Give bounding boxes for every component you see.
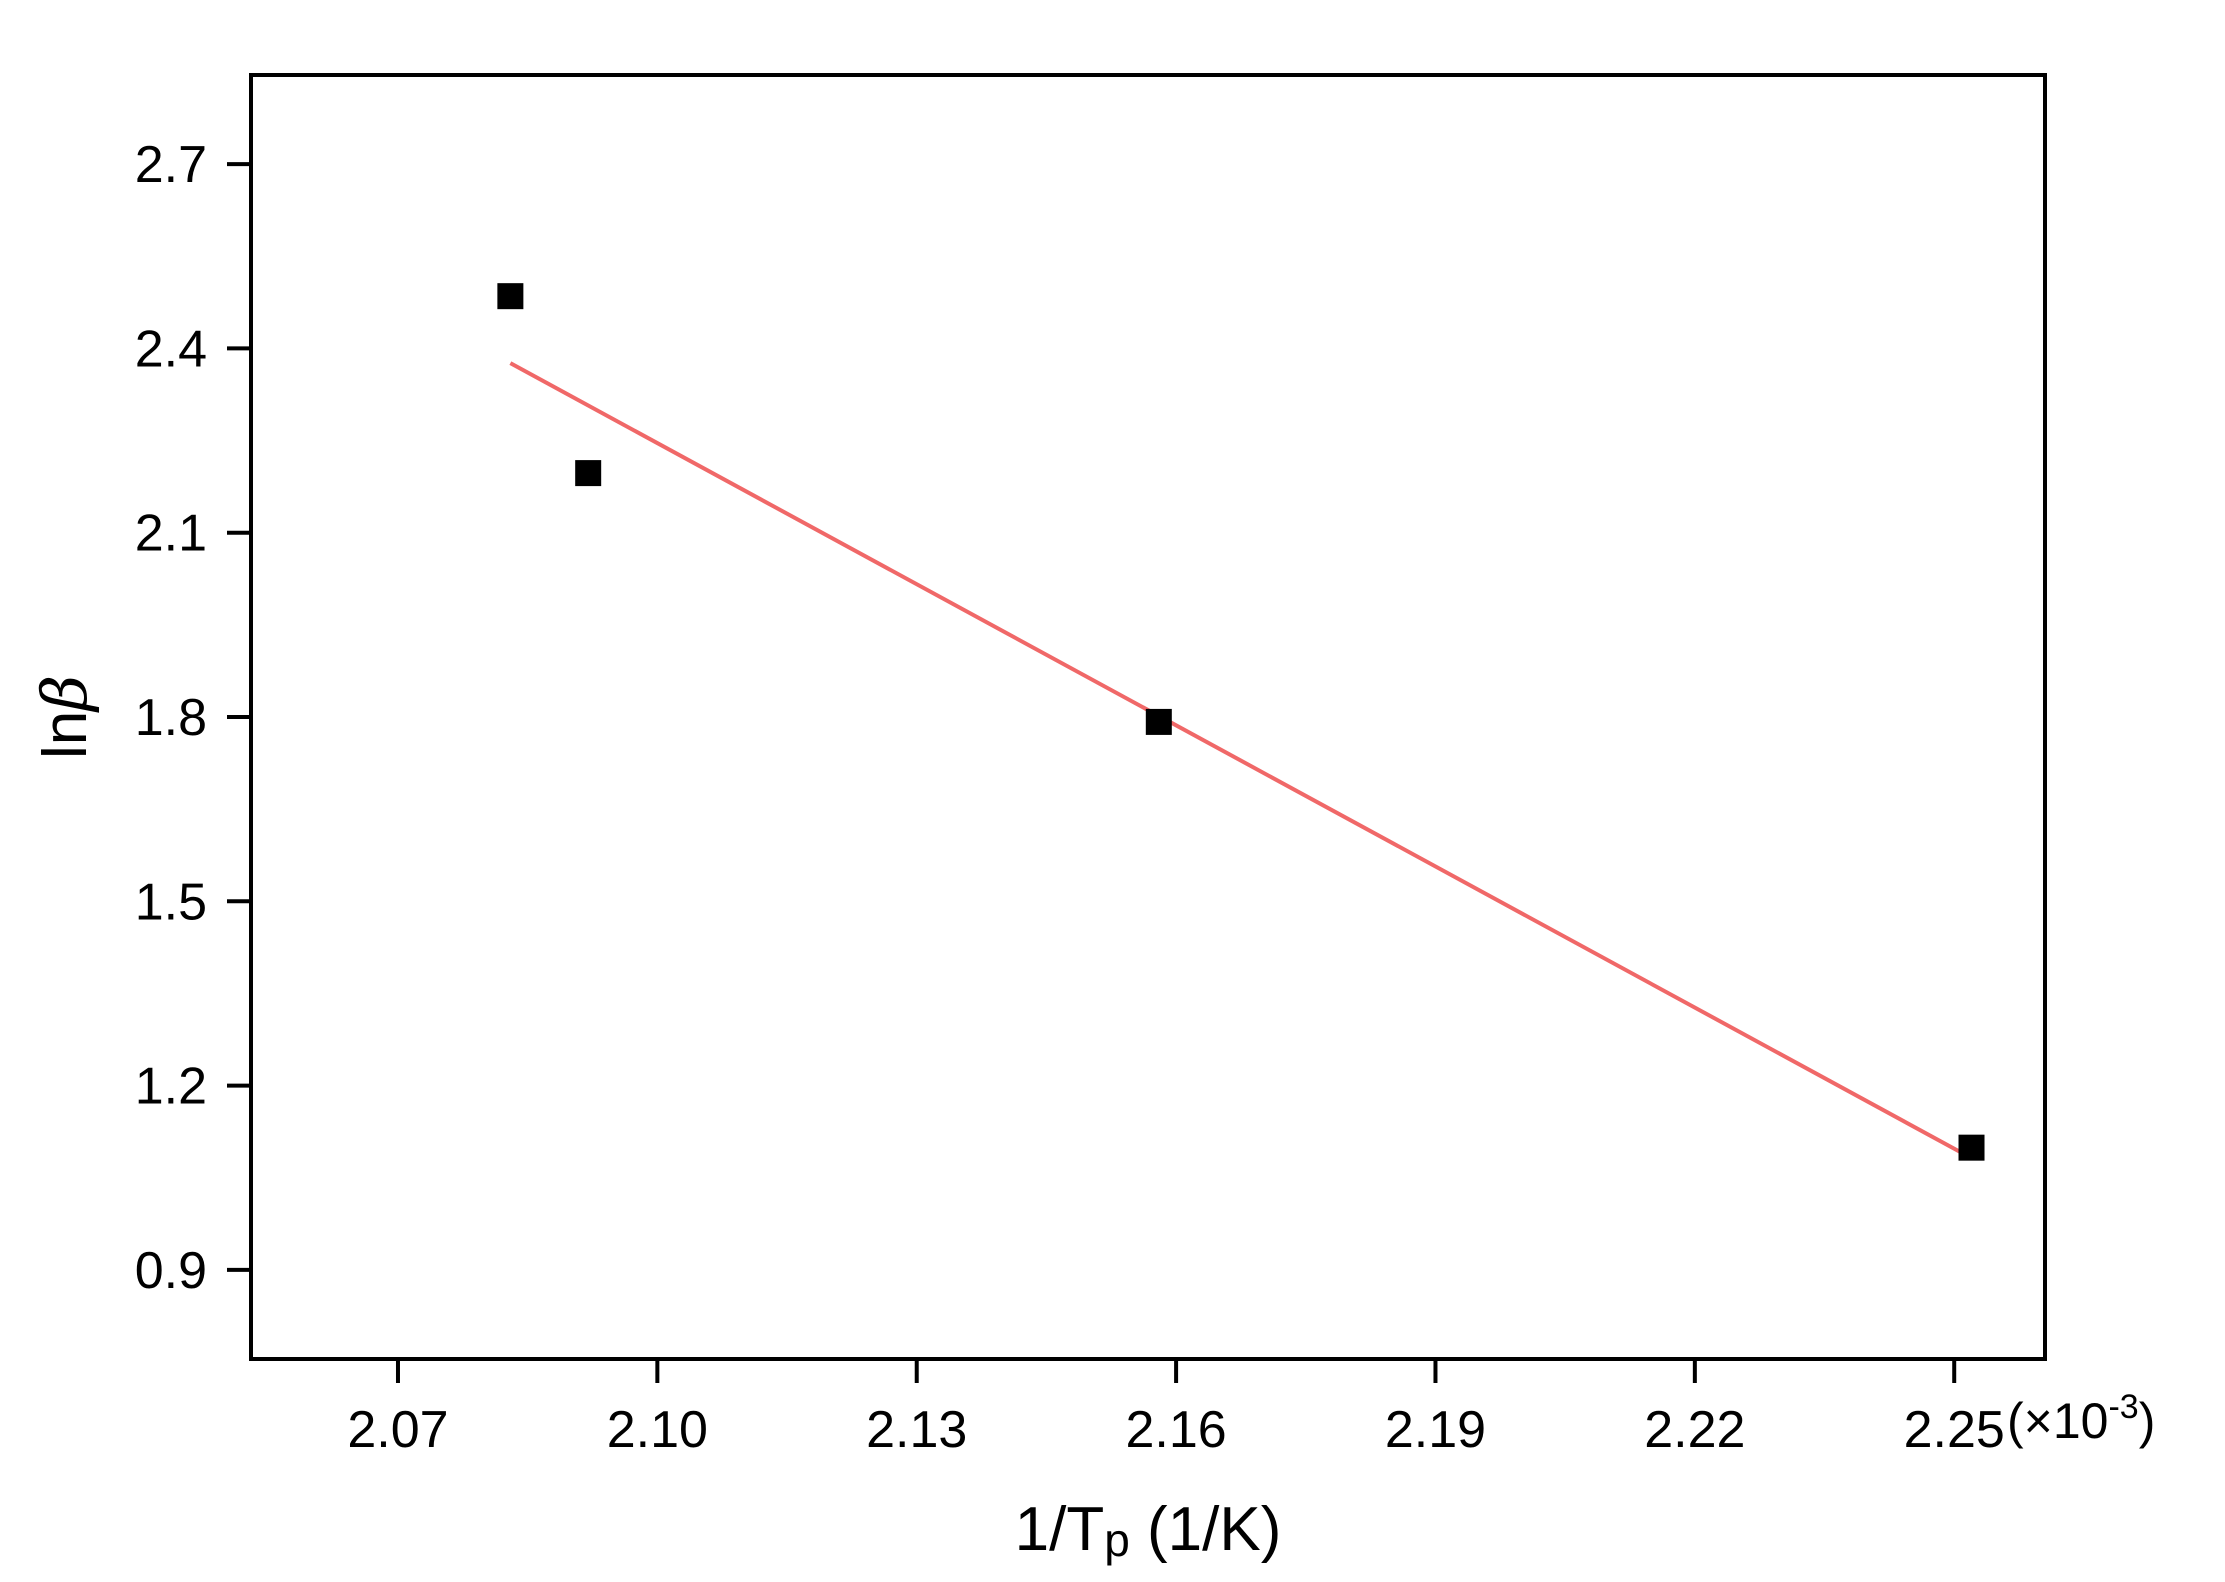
data-point (1958, 1134, 1985, 1161)
x-axis-multiplier: (×10-3) (2007, 1388, 2155, 1449)
x-axis-ticks: 2.07 2.10 2.13 2.16 2.19 2.22 2.25 (347, 1359, 2005, 1459)
y-tick-label: 2.7 (135, 136, 207, 194)
y-tick-label: 1.5 (135, 873, 207, 931)
x-tick-label: 2.19 (1385, 1401, 1486, 1459)
y-tick-label: 1.2 (135, 1058, 207, 1116)
fit-line-layer (509, 361, 1973, 1160)
x-tick-label: 2.10 (607, 1401, 708, 1459)
data-points (497, 283, 1985, 1161)
data-point (497, 283, 524, 310)
x-tick-label: 2.25 (1904, 1401, 2005, 1459)
y-axis-title: lnβ (28, 675, 101, 759)
x-tick-label: 2.07 (347, 1401, 448, 1459)
fit-line (509, 361, 1973, 1160)
x-tick-label: 2.16 (1125, 1401, 1226, 1459)
y-tick-label: 0.9 (135, 1242, 207, 1300)
y-axis-ticks: 0.9 1.2 1.5 1.8 2.1 2.4 2.7 (135, 136, 251, 1300)
x-axis-title: 1/Tp (1/K) (1015, 1495, 1282, 1566)
x-tick-label: 2.22 (1644, 1401, 1745, 1459)
data-point (1145, 708, 1172, 735)
x-tick-label: 2.13 (866, 1401, 967, 1459)
y-tick-label: 2.1 (135, 505, 207, 563)
y-tick-label: 1.8 (135, 689, 207, 747)
y-tick-label: 2.4 (135, 320, 207, 378)
data-point (575, 460, 602, 487)
